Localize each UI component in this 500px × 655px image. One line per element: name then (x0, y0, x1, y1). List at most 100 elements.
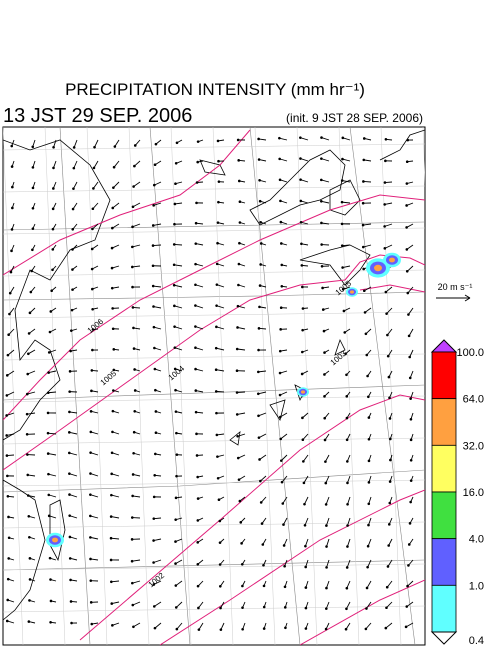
wind-vector-head (152, 517, 155, 520)
wind-vector-head (131, 226, 134, 229)
wind-vector-head (408, 356, 411, 359)
wind-vector-head (68, 390, 71, 393)
wind-vector-head (173, 305, 176, 308)
wind-vector-head (345, 628, 348, 631)
wind-vector-head (341, 223, 344, 226)
wind-vector-head (52, 187, 55, 190)
wind-vector-head (365, 354, 368, 357)
wind-vector-head (407, 313, 410, 316)
wind-vector-head (111, 451, 114, 454)
wind-vector-head (323, 330, 326, 333)
wind-vector-head (155, 143, 158, 146)
wind-vector-head (131, 286, 134, 289)
wind-vector-head (153, 347, 156, 350)
wind-vector-head (384, 160, 387, 163)
wind-vector-head (27, 353, 30, 356)
wind-vector-head (132, 205, 135, 208)
wind-vector-head (362, 268, 365, 271)
wind-vector-head (70, 329, 73, 332)
colorbar-label: 16.0 (463, 487, 484, 499)
wind-vector-head (175, 410, 178, 413)
wind-vector-head (195, 411, 198, 414)
wind-vector-head (47, 391, 50, 394)
precip-area (350, 290, 354, 293)
wind-vector-head (236, 326, 239, 329)
wind-vector-head (29, 312, 32, 315)
wind-vector-head (197, 585, 200, 588)
wind-vector-head (217, 221, 220, 224)
wind-vector-head (237, 305, 240, 308)
wind-vector-head (280, 306, 283, 309)
wind-vector-head (155, 431, 158, 434)
wind-vector-head (8, 536, 11, 539)
wind-vector-head (238, 242, 241, 245)
wind-vector-head (241, 563, 244, 566)
wind-vector-head (72, 208, 75, 211)
wind-vector-head (111, 207, 114, 210)
wind-vector-head (387, 565, 390, 568)
wind-vector-head (110, 602, 113, 605)
wind-vector-head (195, 433, 198, 436)
wind-vector-head (366, 566, 369, 569)
wind-vector-head (68, 493, 71, 496)
wind-vector-head (301, 286, 304, 289)
wind-vector-head (26, 433, 29, 436)
wind-vector-head (69, 579, 72, 582)
wind-vector-head (263, 585, 266, 588)
wind-vector-head (263, 627, 266, 630)
wind-vector-head (153, 184, 156, 187)
wind-vector-head (321, 287, 324, 290)
wind-vector-head (196, 563, 199, 566)
wind-vector-head (6, 620, 9, 623)
wind-vector-head (261, 522, 264, 525)
wind-vector-head (236, 413, 239, 416)
wind-vector-head (388, 376, 391, 379)
wind-vector-head (111, 227, 114, 230)
wind-vector-head (176, 141, 179, 144)
wind-vector-head (304, 566, 307, 569)
wind-vector-head (10, 271, 13, 274)
wind-vector-head (301, 373, 304, 376)
wind-vector-head (91, 369, 94, 372)
wind-vector-head (194, 283, 197, 286)
wind-vector-head (111, 431, 114, 434)
wind-vector-head (89, 536, 92, 539)
wind-vector-head (89, 451, 92, 454)
wind-vector-head (345, 373, 348, 376)
wind-vector-head (92, 187, 95, 190)
wind-vector-head (302, 438, 305, 441)
wind-vector-head (389, 417, 392, 420)
wind-vector-head (110, 537, 113, 540)
wind-vector-head (112, 327, 115, 330)
wind-vector-head (152, 204, 155, 207)
wind-vector-head (195, 222, 198, 225)
wind-vector-head (50, 310, 53, 313)
wind-vector-head (389, 480, 392, 483)
wind-vector-head (9, 292, 12, 295)
wind-vector-head (26, 413, 29, 416)
wind-vector-head (343, 310, 346, 313)
colorbar-label: 1.0 (469, 580, 484, 592)
wind-vector-head (304, 524, 307, 527)
wind-vector-head (194, 389, 197, 392)
wind-vector-head (323, 373, 326, 376)
wind-vector-head (238, 478, 241, 481)
wind-vector-head (239, 521, 242, 524)
wind-vector-head (111, 624, 114, 627)
wind-vector-head (362, 224, 365, 227)
wind-vector-head (47, 473, 50, 476)
wind-vector-head (281, 481, 284, 484)
wind-vector-head (279, 328, 282, 331)
wind-vector-head (174, 562, 177, 565)
wind-vector-head (173, 325, 176, 328)
wind-vector-head (91, 349, 94, 352)
wind-vector-head (133, 347, 136, 350)
wind-vector-head (258, 327, 261, 330)
wind-vector-head (7, 354, 10, 357)
wind-vector-head (341, 244, 344, 247)
wind-vector-head (324, 439, 327, 442)
wind-vector-head (346, 524, 349, 527)
precip-area (52, 538, 58, 543)
wind-vector-head (47, 371, 50, 374)
